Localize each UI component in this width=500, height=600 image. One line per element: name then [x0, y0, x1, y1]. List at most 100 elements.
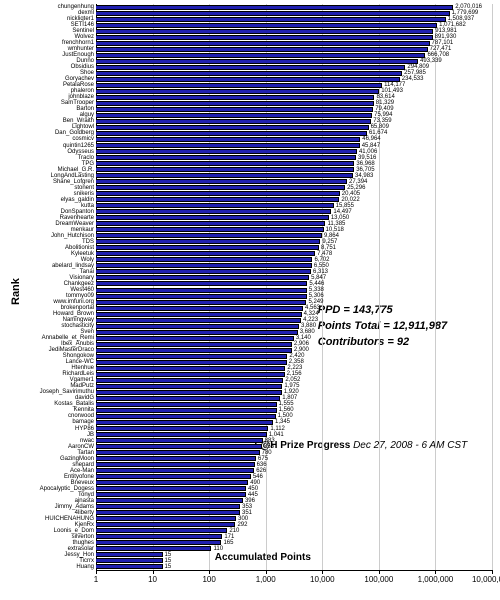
bar [96, 342, 292, 347]
bar [96, 444, 262, 449]
x-tick-mark [209, 570, 210, 574]
bar [96, 408, 277, 413]
bar [96, 35, 433, 40]
bar [96, 390, 282, 395]
bar [96, 95, 374, 100]
bar [96, 402, 277, 407]
bar [96, 29, 433, 34]
bar [96, 480, 248, 485]
value-label: 165 [223, 540, 233, 546]
x-tick-label: 1,000,000 [418, 575, 454, 584]
value-label: 15 [165, 564, 172, 570]
bar [96, 348, 292, 353]
bar [96, 372, 285, 377]
bar [96, 65, 405, 70]
bar [96, 251, 315, 256]
bar [96, 209, 331, 214]
x-tick-mark [435, 570, 436, 574]
bar [96, 534, 222, 539]
x-axis-accumulated-label: Accumulated Points [215, 552, 311, 563]
bar [96, 263, 312, 268]
bar [96, 474, 251, 479]
bar [96, 257, 312, 262]
bar [96, 125, 369, 130]
bar [96, 294, 307, 299]
grid-line [435, 4, 436, 570]
bar [96, 245, 319, 250]
bar [96, 366, 285, 371]
bar [96, 11, 450, 16]
bar [96, 143, 360, 148]
bar [96, 83, 382, 88]
x-tick-mark [153, 570, 154, 574]
bar [96, 552, 163, 557]
bar [96, 420, 273, 425]
bar [96, 360, 287, 365]
bar [96, 149, 357, 154]
x-tick-mark [492, 570, 493, 574]
bar [96, 546, 211, 551]
bar [96, 107, 373, 112]
bar [96, 324, 299, 329]
contributors-annotation: Contributors = 92 [318, 336, 409, 348]
x-tick-mark [96, 570, 97, 574]
bar [96, 173, 353, 178]
bar [96, 239, 320, 244]
bar [96, 354, 287, 359]
grid-line [492, 4, 493, 570]
bar [96, 306, 303, 311]
x-tick-label: 10 [148, 575, 157, 584]
bar [96, 528, 227, 533]
value-label: 110 [213, 546, 223, 552]
bar [96, 269, 311, 274]
bar [96, 540, 221, 545]
x-tick-label: 100 [202, 575, 215, 584]
bar [96, 131, 367, 136]
points-total-annotation: Points Total = 12,911,987 [318, 320, 447, 332]
bar [96, 89, 379, 94]
bar [96, 510, 240, 515]
bar [96, 23, 437, 28]
bar [96, 498, 243, 503]
bar [96, 221, 325, 226]
bar [96, 414, 276, 419]
bar [96, 336, 294, 341]
bar [96, 5, 453, 10]
bar [96, 179, 347, 184]
bar [96, 215, 329, 220]
y-axis-label: Rank [10, 278, 22, 305]
bar [96, 378, 283, 383]
bar [96, 77, 400, 82]
bar [96, 426, 268, 431]
bar [96, 41, 430, 46]
x-tick-mark [266, 570, 267, 574]
bar [96, 516, 236, 521]
bar [96, 227, 324, 232]
bar [96, 318, 301, 323]
bar [96, 155, 356, 160]
x-tick-label: 10,000 [310, 575, 334, 584]
bar [96, 492, 246, 497]
bar [96, 300, 306, 305]
bar [96, 71, 402, 76]
bar [96, 101, 374, 106]
bar [96, 564, 163, 569]
x-tick-mark [379, 570, 380, 574]
bar [96, 504, 240, 509]
bar [96, 233, 322, 238]
bar [96, 432, 267, 437]
bar [96, 312, 302, 317]
bar [96, 558, 163, 563]
bar [96, 53, 425, 58]
bar [96, 59, 418, 64]
x-tick-label: 100,000 [364, 575, 393, 584]
bar [96, 522, 235, 527]
x-tick-label: 10,000,000 [472, 575, 500, 584]
bar [96, 450, 260, 455]
x-tick-label: 1,000 [256, 575, 276, 584]
bar [96, 468, 254, 473]
bar [96, 197, 339, 202]
x-tick-mark [322, 570, 323, 574]
bar [96, 288, 307, 293]
bar [96, 486, 246, 491]
